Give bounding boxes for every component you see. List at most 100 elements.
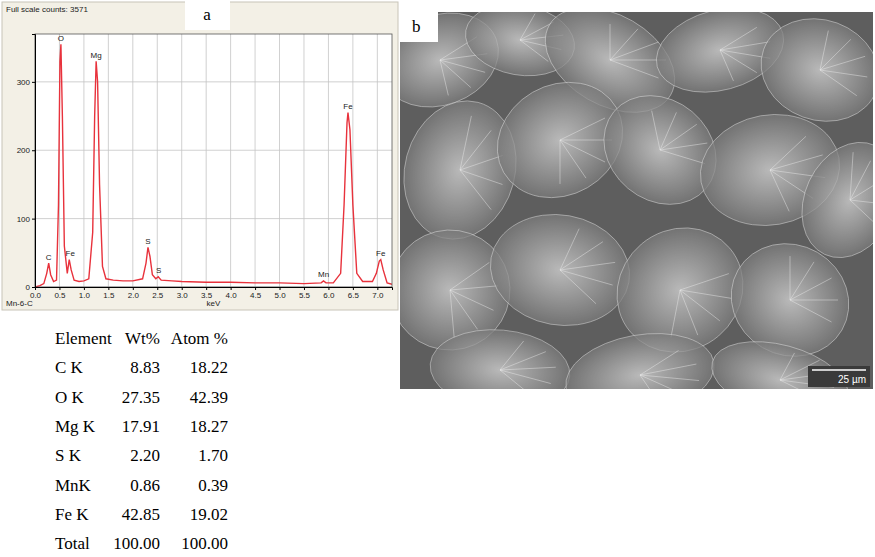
sem-texture — [427, 324, 573, 389]
sem-texture — [610, 24, 611, 60]
sem-texture — [560, 140, 561, 184]
spectrum-line — [35, 44, 392, 287]
y-tick-mark — [32, 219, 35, 220]
y-tick-mark — [32, 287, 35, 288]
panel-label: a — [203, 5, 211, 24]
y-tick-label: 0 — [26, 283, 31, 292]
annotations: COFeMgSSMnFeFe — [46, 34, 386, 280]
x-tick-mark — [133, 287, 134, 290]
x-tick-mark — [255, 287, 256, 290]
panel-label-box — [400, 12, 438, 42]
x-tick: 4.5 — [250, 287, 262, 300]
x-tick-label: 5.0 — [274, 291, 286, 300]
element-table: ElementWt%Atom %C K8.8318.22O K27.3542.3… — [55, 329, 229, 553]
sem-texture — [652, 111, 660, 150]
grid-line-x — [303, 34, 304, 287]
x-tick-label: 6.5 — [348, 291, 360, 300]
sem-texture — [450, 286, 498, 290]
sem-image — [400, 12, 873, 389]
x-tick-mark — [231, 287, 232, 290]
sem-texture — [790, 300, 832, 322]
sem-texture — [790, 256, 791, 300]
x-tick-mark — [108, 287, 109, 290]
peak-label: C — [46, 253, 52, 262]
sem-texture — [850, 152, 853, 200]
x-tick: 4.0 — [226, 287, 238, 300]
sem-texture — [850, 161, 871, 200]
sem-texture — [720, 27, 757, 50]
sem-texture — [610, 42, 658, 60]
grid-line-x — [132, 34, 133, 287]
table-cell: 19.02 — [190, 505, 228, 524]
sem-texture — [820, 31, 828, 70]
x-tick-label: 2.5 — [152, 291, 164, 300]
panel-a: 0.00.51.01.52.02.53.03.54.04.55.05.56.06… — [2, 0, 398, 310]
x-tick-mark — [328, 287, 329, 290]
sem-texture — [450, 290, 478, 329]
table-cell: 100.00 — [181, 534, 228, 553]
grid-line-x — [206, 34, 207, 287]
peak-label: S — [156, 266, 161, 275]
grid-line-y — [35, 81, 392, 82]
table-header: Element — [55, 329, 112, 348]
grid-line-y — [35, 150, 392, 151]
x-tick-label: 4.0 — [226, 291, 238, 300]
sem-texture — [640, 350, 679, 375]
sem-texture — [500, 367, 556, 370]
grid-line-x — [255, 34, 256, 287]
x-tick-mark — [59, 287, 60, 290]
sem-texture — [640, 375, 699, 381]
x-tick-label: 3.0 — [177, 291, 189, 300]
sem-texture — [680, 274, 729, 290]
x-tick-label: 2.0 — [128, 291, 140, 300]
x-axis-line — [36, 288, 393, 291]
x-tick: 6.0 — [323, 287, 335, 300]
x-tick: 0.5 — [54, 287, 66, 300]
y-tick: 0 — [26, 283, 35, 292]
x-tick: 2.0 — [128, 287, 140, 300]
sem-texture — [560, 118, 605, 140]
sem-texture — [560, 229, 579, 270]
peak-label: Mn — [318, 270, 329, 279]
sem-texture — [660, 143, 707, 150]
grid-line-x — [83, 34, 84, 287]
x-tick-mark — [353, 287, 354, 290]
y-axis-line — [32, 35, 36, 288]
x-tick: 1.5 — [103, 287, 115, 300]
table-cell: 8.83 — [130, 358, 160, 377]
table-header: Atom % — [171, 329, 228, 348]
sem-texture — [680, 290, 731, 298]
sem-texture — [660, 150, 705, 164]
sem-texture — [640, 375, 661, 389]
peak-label: Fe — [343, 102, 353, 111]
x-tick-label: 0.5 — [54, 291, 66, 300]
table-cell: 2.20 — [130, 446, 160, 465]
x-tick-mark — [157, 287, 158, 290]
sem-texture — [560, 270, 613, 285]
x-tick: 5.5 — [299, 287, 311, 300]
x-tick-mark — [280, 287, 281, 290]
sem-texture — [500, 352, 546, 370]
table-cell: Total — [55, 534, 90, 553]
sem-texture — [720, 50, 757, 73]
sem-texture — [500, 341, 524, 370]
y-tick: 300 — [17, 78, 35, 87]
sem-texture — [780, 353, 794, 380]
x-tick: 7.0 — [372, 287, 384, 300]
table-cell: Fe K — [55, 505, 89, 524]
x-tick: 2.5 — [152, 287, 164, 300]
grid — [35, 34, 392, 287]
x-tick-label: 5.5 — [299, 291, 311, 300]
sem-texture — [850, 200, 873, 204]
sem-texture — [820, 70, 857, 96]
scale-bar-label: 25 µm — [838, 374, 866, 385]
x-tick-mark — [377, 287, 378, 290]
x-tick-label: 1.0 — [79, 291, 91, 300]
sem-texture — [440, 60, 448, 95]
sem-texture — [460, 170, 491, 210]
sem-texture — [450, 262, 489, 290]
scale-bar — [812, 369, 866, 371]
sem-texture — [500, 370, 532, 389]
sem-texture — [790, 278, 832, 300]
sem-texture — [440, 60, 485, 72]
